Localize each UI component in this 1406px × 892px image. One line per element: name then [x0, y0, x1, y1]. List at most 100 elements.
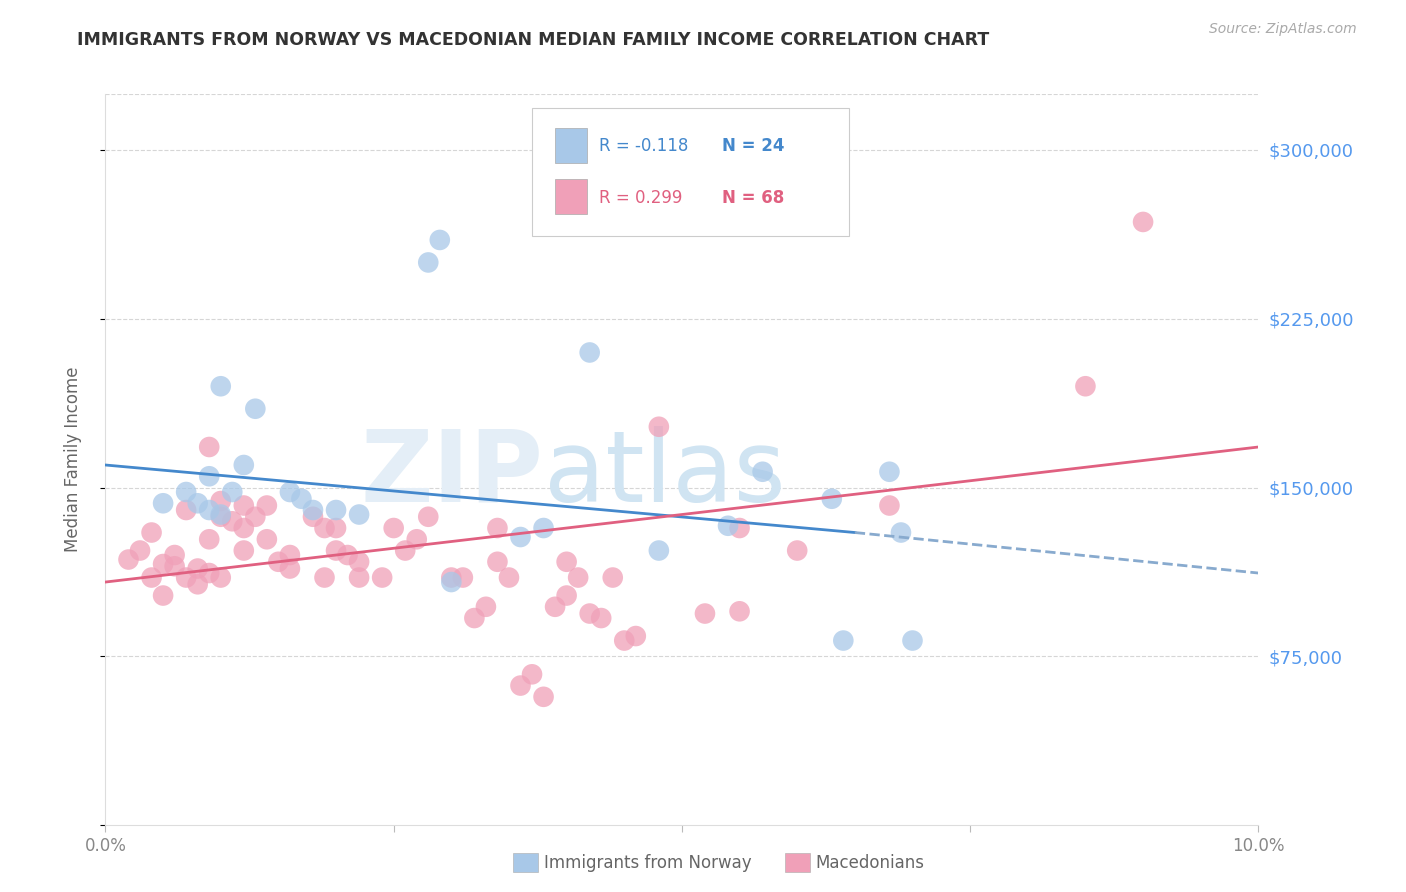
Point — [578, 607, 600, 621]
Point — [209, 494, 232, 508]
Text: R = 0.299: R = 0.299 — [599, 188, 682, 207]
Point — [728, 604, 751, 618]
Point — [879, 465, 901, 479]
Point — [129, 543, 152, 558]
Point — [336, 548, 359, 562]
Point — [578, 345, 600, 359]
Point — [209, 570, 232, 584]
Text: atlas: atlas — [544, 425, 785, 523]
Point — [786, 543, 808, 558]
Point — [256, 499, 278, 513]
Point — [325, 521, 347, 535]
Point — [302, 503, 325, 517]
Point — [302, 509, 325, 524]
Point — [256, 533, 278, 547]
Point — [498, 570, 520, 584]
Point — [174, 503, 197, 517]
Point — [187, 561, 209, 575]
Point — [624, 629, 647, 643]
Point — [163, 548, 186, 562]
Point — [693, 607, 716, 621]
Point — [509, 530, 531, 544]
Point — [555, 589, 578, 603]
Point — [463, 611, 485, 625]
Point — [1132, 215, 1154, 229]
Point — [152, 557, 174, 571]
Point — [152, 496, 174, 510]
Point — [267, 555, 290, 569]
FancyBboxPatch shape — [531, 108, 849, 236]
Point — [209, 509, 232, 524]
Point — [879, 499, 901, 513]
Point — [232, 499, 254, 513]
Point — [613, 633, 636, 648]
Point — [209, 379, 232, 393]
Point — [290, 491, 312, 506]
Point — [347, 555, 370, 569]
Point — [221, 485, 243, 500]
Point — [544, 599, 567, 614]
Point — [278, 548, 301, 562]
Point — [371, 570, 394, 584]
Point — [187, 496, 209, 510]
Point — [728, 521, 751, 535]
Point — [209, 508, 232, 522]
Point — [198, 533, 221, 547]
Point — [567, 570, 589, 584]
Text: N = 68: N = 68 — [723, 188, 785, 207]
Point — [602, 570, 624, 584]
Point — [152, 589, 174, 603]
Point — [347, 508, 370, 522]
Point — [486, 521, 509, 535]
Point — [325, 543, 347, 558]
Point — [440, 575, 463, 590]
Point — [1074, 379, 1097, 393]
Point — [117, 552, 139, 566]
Point — [141, 570, 163, 584]
Point — [198, 566, 221, 580]
Point — [405, 533, 427, 547]
Point — [418, 509, 440, 524]
Text: R = -0.118: R = -0.118 — [599, 137, 689, 155]
FancyBboxPatch shape — [555, 128, 588, 163]
Point — [533, 521, 555, 535]
Text: IMMIGRANTS FROM NORWAY VS MACEDONIAN MEDIAN FAMILY INCOME CORRELATION CHART: IMMIGRANTS FROM NORWAY VS MACEDONIAN MED… — [77, 31, 990, 49]
Point — [509, 679, 531, 693]
Point — [198, 469, 221, 483]
FancyBboxPatch shape — [555, 179, 588, 214]
Point — [533, 690, 555, 704]
Point — [163, 559, 186, 574]
Point — [278, 561, 301, 575]
Point — [486, 555, 509, 569]
Point — [890, 525, 912, 540]
Point — [440, 570, 463, 584]
Point — [232, 521, 254, 535]
Text: N = 24: N = 24 — [723, 137, 785, 155]
Y-axis label: Median Family Income: Median Family Income — [63, 367, 82, 552]
Point — [347, 570, 370, 584]
Point — [232, 543, 254, 558]
Point — [382, 521, 405, 535]
Point — [591, 611, 613, 625]
Point — [832, 633, 855, 648]
Point — [717, 518, 740, 533]
Point — [751, 465, 773, 479]
Point — [174, 485, 197, 500]
Text: Source: ZipAtlas.com: Source: ZipAtlas.com — [1209, 22, 1357, 37]
Point — [245, 401, 267, 416]
Text: Immigrants from Norway: Immigrants from Norway — [544, 855, 752, 872]
Point — [394, 543, 416, 558]
Point — [648, 419, 671, 434]
Point — [821, 491, 844, 506]
Text: ZIP: ZIP — [361, 425, 544, 523]
Point — [648, 543, 671, 558]
Point — [314, 570, 336, 584]
Point — [245, 509, 267, 524]
Point — [901, 633, 924, 648]
Point — [141, 525, 163, 540]
Point — [325, 503, 347, 517]
Point — [174, 570, 197, 584]
Point — [198, 503, 221, 517]
Point — [520, 667, 543, 681]
Point — [278, 485, 301, 500]
